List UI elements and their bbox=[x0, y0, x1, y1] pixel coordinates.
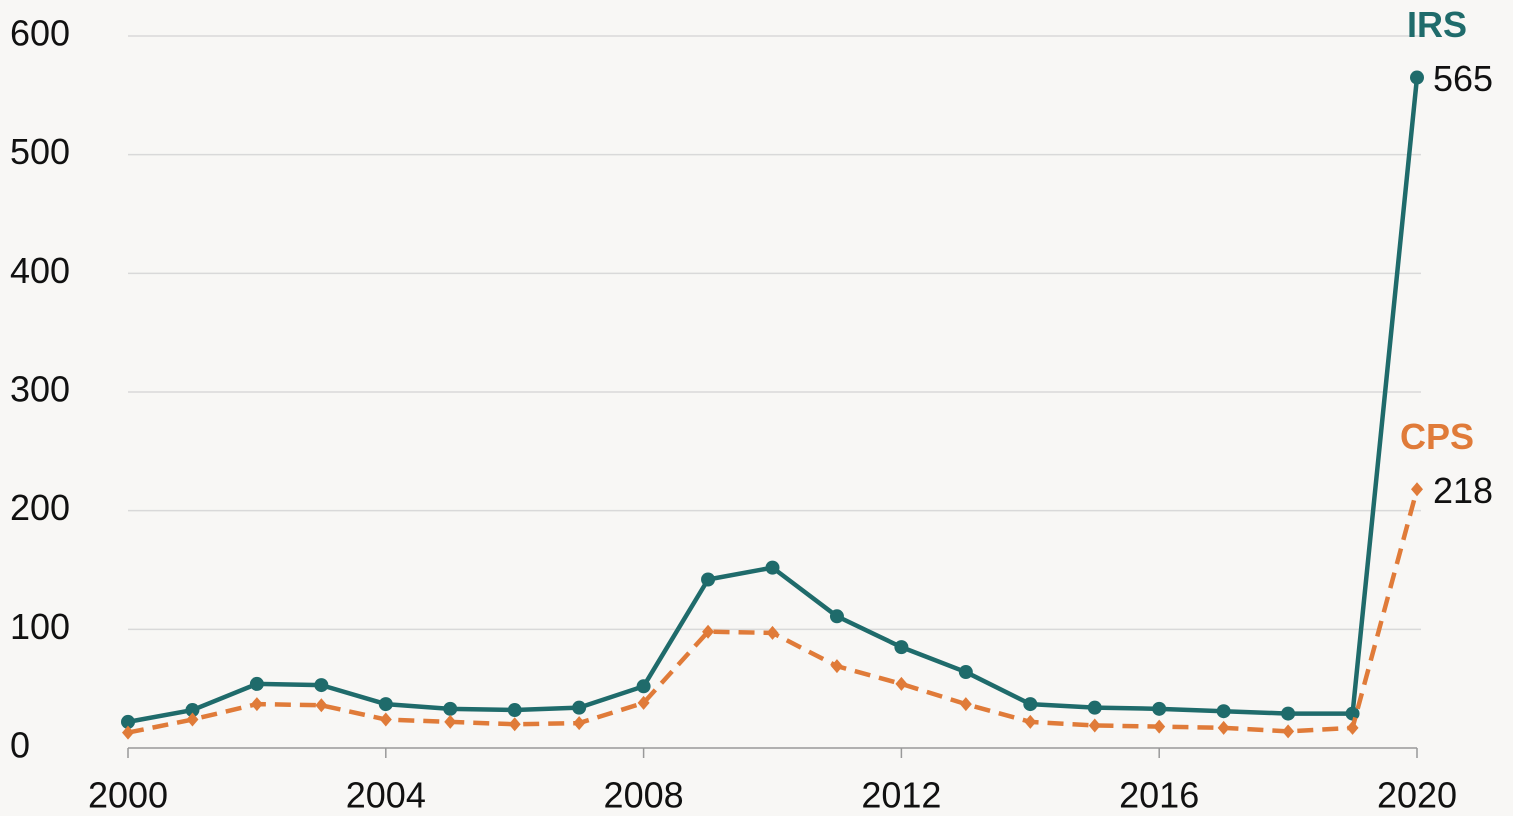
x-tick-label: 2020 bbox=[1377, 775, 1457, 816]
marker bbox=[637, 695, 650, 710]
x-tick-label: 2016 bbox=[1119, 775, 1199, 816]
marker bbox=[958, 665, 973, 680]
marker bbox=[1152, 701, 1167, 716]
marker bbox=[1024, 714, 1037, 729]
marker bbox=[636, 679, 651, 694]
y-tick-label: 400 bbox=[10, 250, 70, 291]
value-label: 565 bbox=[1433, 58, 1493, 99]
series-label: IRS bbox=[1407, 4, 1467, 45]
marker bbox=[572, 700, 587, 715]
series-line bbox=[127, 77, 1420, 725]
x-tick-label: 2008 bbox=[604, 775, 684, 816]
marker bbox=[765, 560, 780, 575]
marker bbox=[250, 697, 263, 712]
marker bbox=[766, 625, 779, 640]
marker bbox=[1345, 706, 1360, 721]
marker bbox=[315, 698, 328, 713]
marker bbox=[186, 712, 199, 727]
marker bbox=[959, 697, 972, 712]
x-tick-label: 2012 bbox=[861, 775, 941, 816]
marker bbox=[1087, 700, 1102, 715]
series-line bbox=[127, 488, 1420, 735]
y-tick-label: 500 bbox=[10, 131, 70, 172]
marker bbox=[507, 703, 522, 718]
marker bbox=[444, 714, 457, 729]
value-label: 218 bbox=[1433, 470, 1493, 511]
x-tick-label: 2004 bbox=[346, 775, 426, 816]
marker bbox=[894, 640, 909, 655]
marker bbox=[378, 697, 393, 712]
marker bbox=[1282, 724, 1295, 739]
y-tick-label: 300 bbox=[10, 369, 70, 410]
marker bbox=[443, 701, 458, 716]
marker bbox=[1346, 720, 1359, 735]
marker bbox=[573, 716, 586, 731]
marker bbox=[379, 712, 392, 727]
marker bbox=[1023, 697, 1038, 712]
marker bbox=[1088, 718, 1101, 733]
marker bbox=[701, 572, 716, 587]
marker bbox=[895, 676, 908, 691]
marker bbox=[1217, 720, 1230, 735]
marker bbox=[1216, 704, 1231, 719]
marker bbox=[830, 659, 843, 674]
x-tick-label: 2000 bbox=[88, 775, 168, 816]
y-tick-label: 100 bbox=[10, 606, 70, 647]
marker bbox=[314, 678, 329, 693]
y-tick-label: 600 bbox=[10, 13, 70, 54]
y-tick-label: 200 bbox=[10, 487, 70, 528]
series-label: CPS bbox=[1400, 416, 1474, 457]
marker bbox=[508, 717, 521, 732]
marker bbox=[1410, 70, 1424, 85]
marker bbox=[1281, 706, 1296, 721]
marker bbox=[829, 609, 844, 624]
marker bbox=[249, 676, 264, 691]
marker bbox=[121, 714, 135, 729]
marker bbox=[1411, 482, 1423, 497]
marker bbox=[702, 624, 715, 639]
y-tick-label: 0 bbox=[10, 725, 30, 766]
marker bbox=[122, 725, 134, 740]
marker bbox=[185, 703, 200, 718]
marker bbox=[1153, 719, 1166, 734]
